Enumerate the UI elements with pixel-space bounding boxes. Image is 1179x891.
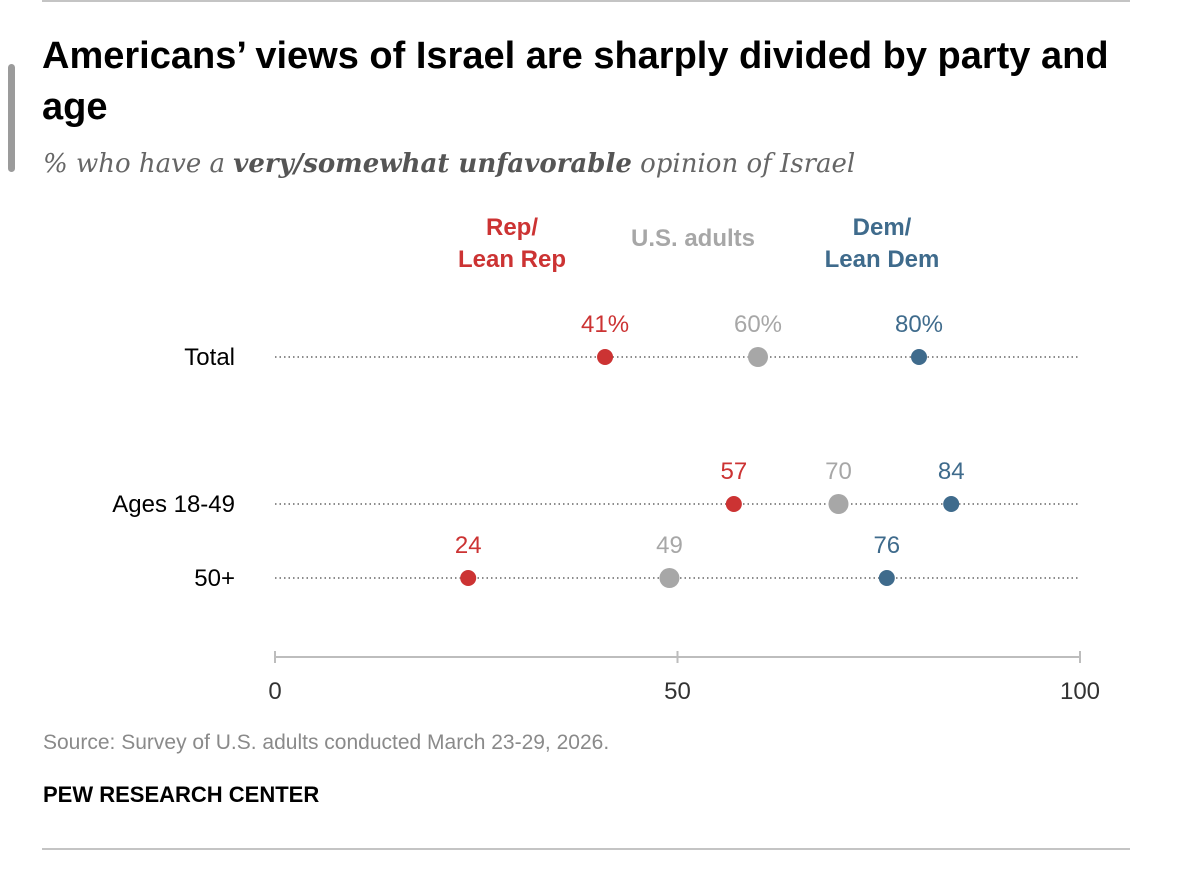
chart-title: Americans’ views of Israel are sharply d…: [42, 35, 1109, 128]
dot-rep-lean-rep-50: [460, 570, 477, 586]
subtitle-prefix: % who have a: [43, 149, 234, 179]
dot-u-s-adults-ages-18-49: [828, 494, 849, 514]
value-label-dem-lean-dem-50: 76: [873, 532, 900, 559]
dot-dem-lean-dem-50: [878, 570, 895, 586]
value-label-rep-lean-rep-50: 24: [455, 532, 482, 559]
dot-dem-lean-dem-ages-18-49: [943, 496, 960, 512]
row-label-ages-18-49: Ages 18-49: [112, 491, 235, 518]
value-label-rep-lean-rep-total: 41%: [581, 311, 629, 338]
subtitle-emphasis: very/somewhat unfavorable: [233, 149, 632, 179]
row-label-total: Total: [184, 344, 235, 371]
subtitle-suffix: opinion of Israel: [631, 149, 856, 179]
value-label-u-s-adults-total: 60%: [734, 311, 782, 338]
legend-dem-lean-dem: Dem/Lean Dem: [825, 214, 940, 273]
x-tick-label-0: 0: [268, 678, 281, 705]
row-label-50: 50+: [194, 565, 235, 592]
value-label-dem-lean-dem-total: 80%: [895, 311, 943, 338]
legend-u-s-adults: U.S. adults: [631, 225, 755, 252]
top-divider: [42, 0, 1130, 2]
value-label-rep-lean-rep-ages-18-49: 57: [720, 458, 747, 485]
legend-rep-lean-rep: Rep/Lean Rep: [458, 214, 566, 273]
value-label-u-s-adults-50: 49: [656, 532, 683, 559]
chart-subtitle: % who have a very/somewhat unfavorable o…: [43, 149, 855, 179]
x-tick-label-50: 50: [664, 678, 691, 705]
dot-rep-lean-rep-total: [597, 349, 614, 365]
source-note: Source: Survey of U.S. adults conducted …: [43, 731, 610, 754]
scrollbar-thumb[interactable]: [8, 64, 15, 172]
x-tick-label-100: 100: [1060, 678, 1100, 705]
dot-dem-lean-dem-total: [911, 349, 927, 365]
dot-rep-lean-rep-ages-18-49: [725, 496, 742, 512]
brand-logo: PEW RESEARCH CENTER: [43, 782, 320, 807]
dot-u-s-adults-total: [748, 347, 768, 367]
value-label-dem-lean-dem-ages-18-49: 84: [938, 458, 965, 485]
bottom-divider: [42, 848, 1130, 850]
value-label-u-s-adults-ages-18-49: 70: [825, 458, 852, 485]
dot-u-s-adults-50: [659, 568, 680, 588]
